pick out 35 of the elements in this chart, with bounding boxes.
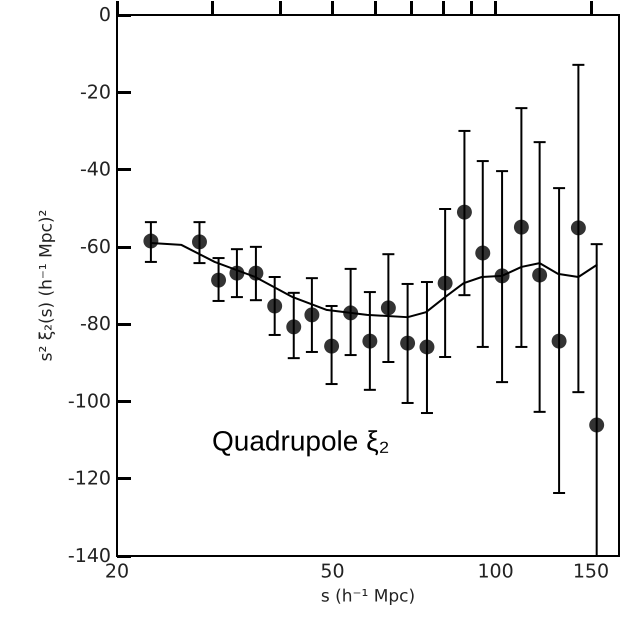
- point: [248, 266, 264, 281]
- y-tick-label: -100: [68, 390, 111, 412]
- y-tick-label: -40: [80, 158, 111, 181]
- point: [532, 268, 548, 283]
- point: [362, 334, 378, 349]
- point: [552, 334, 567, 349]
- point: [475, 246, 490, 261]
- point: [514, 220, 529, 235]
- x-axis-title: s (h⁻¹ Mpc): [320, 586, 416, 606]
- point: [419, 339, 434, 354]
- x-tick-label: 50: [320, 560, 345, 582]
- y-tick-label: -80: [80, 313, 111, 336]
- point: [438, 276, 453, 291]
- point: [589, 418, 604, 432]
- point: [456, 204, 472, 220]
- point: [380, 300, 396, 316]
- x-tick-label: 150: [572, 560, 610, 582]
- y-tick-label: -120: [68, 468, 111, 490]
- annotation: Quadrupole ξ₂: [212, 426, 390, 456]
- point: [304, 307, 320, 322]
- y-tick-label: 0: [98, 4, 111, 26]
- y-axis-title: s² ξ₂(s) (h⁻¹ Mpc)²: [36, 210, 56, 362]
- point: [267, 298, 282, 314]
- point: [570, 220, 586, 236]
- point: [286, 319, 302, 334]
- point: [324, 338, 340, 354]
- point: [494, 268, 510, 284]
- point: [400, 336, 416, 351]
- point: [211, 272, 226, 288]
- y-tick-label: -20: [80, 81, 111, 104]
- y-tick-label: -60: [80, 236, 111, 258]
- x-tick-label: 100: [477, 560, 514, 582]
- point: [192, 234, 207, 250]
- point: [343, 305, 358, 320]
- point: [229, 266, 244, 281]
